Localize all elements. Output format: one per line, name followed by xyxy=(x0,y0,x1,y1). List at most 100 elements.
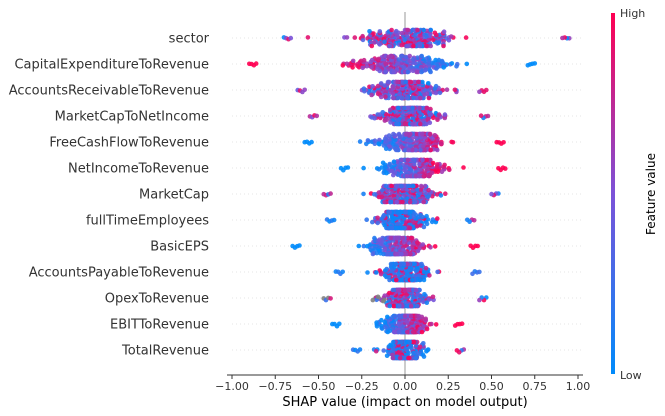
shap-point xyxy=(383,146,389,151)
shap-point xyxy=(288,35,294,41)
shap-point xyxy=(361,191,366,197)
shap-point xyxy=(447,167,452,173)
shap-point xyxy=(379,194,384,200)
shap-point xyxy=(465,217,470,223)
feature-label: FreeCashFlowToRevenue xyxy=(49,136,209,151)
shap-point xyxy=(424,213,429,219)
shap-point xyxy=(340,63,346,68)
shap-point xyxy=(375,215,380,221)
shap-point xyxy=(379,216,384,222)
shap-point xyxy=(434,192,440,197)
shap-point xyxy=(391,159,397,164)
shap-point xyxy=(390,95,396,101)
shap-point xyxy=(452,87,458,93)
shap-point xyxy=(391,131,396,137)
shap-point xyxy=(399,30,405,36)
shap-point xyxy=(418,183,424,189)
colorbar-gradient xyxy=(611,13,615,374)
shap-point xyxy=(399,339,404,345)
shap-point xyxy=(401,329,406,335)
shap-point xyxy=(405,235,411,241)
shap-point xyxy=(399,79,405,85)
shap-point xyxy=(425,347,431,352)
shap-point xyxy=(417,173,422,179)
shap-point xyxy=(386,54,391,60)
shap-point xyxy=(374,250,380,256)
shap-point xyxy=(417,287,422,293)
shap-point xyxy=(400,95,406,101)
shap-point xyxy=(419,69,424,75)
shap-point xyxy=(442,162,447,168)
shap-point xyxy=(371,31,376,36)
shap-point xyxy=(404,173,410,179)
shap-point xyxy=(419,53,425,59)
shap-point xyxy=(370,219,375,225)
shap-point xyxy=(391,69,397,75)
shap-point xyxy=(426,95,432,101)
shap-point xyxy=(372,138,378,143)
shap-point xyxy=(402,313,408,319)
shap-point xyxy=(410,105,415,111)
shap-point xyxy=(377,29,383,34)
shap-point xyxy=(396,131,402,137)
shap-point xyxy=(382,199,387,205)
shap-point xyxy=(429,321,434,327)
shap-point xyxy=(410,121,415,127)
shap-point xyxy=(411,225,417,231)
feature-label: fullTimeEmployees xyxy=(86,214,209,229)
shap-point xyxy=(428,112,434,117)
shap-point xyxy=(443,191,448,196)
shap-point xyxy=(390,355,396,361)
shap-point xyxy=(394,199,400,205)
shap-point xyxy=(428,147,434,153)
shap-point xyxy=(403,54,409,60)
shap-point xyxy=(417,121,423,127)
shap-point xyxy=(350,65,355,70)
shap-point xyxy=(378,271,384,277)
shap-point xyxy=(444,87,450,92)
shap-point xyxy=(403,251,409,257)
shap-point xyxy=(410,147,415,153)
shap-point xyxy=(410,68,416,74)
shap-point xyxy=(435,162,440,167)
shap-point xyxy=(427,120,433,125)
shap-point xyxy=(436,40,442,46)
shap-point xyxy=(331,217,337,223)
shap-point xyxy=(428,27,434,33)
shap-point xyxy=(421,299,426,305)
shap-point xyxy=(408,303,414,309)
shap-point xyxy=(411,43,416,49)
shap-point xyxy=(433,322,439,327)
shap-point xyxy=(387,209,393,215)
shap-point xyxy=(383,112,389,117)
shap-point xyxy=(394,225,400,231)
x-tick-label: −1.00 xyxy=(215,380,249,393)
shap-point xyxy=(399,53,405,59)
shap-point xyxy=(420,242,426,247)
shap-point xyxy=(431,37,436,42)
feature-label: OpexToRevenue xyxy=(105,292,209,307)
shap-point xyxy=(387,277,392,283)
shap-point xyxy=(388,120,393,125)
shap-point xyxy=(381,348,387,353)
shap-point xyxy=(387,303,393,309)
shap-point xyxy=(430,160,436,166)
shap-point xyxy=(397,287,402,293)
feature-label: TotalRevenue xyxy=(121,344,209,359)
shap-point xyxy=(441,65,447,70)
shap-point xyxy=(435,147,440,153)
shap-point xyxy=(383,94,388,99)
shap-point xyxy=(408,313,414,319)
shap-point xyxy=(429,170,435,176)
shap-point xyxy=(421,354,427,359)
shap-point xyxy=(388,342,393,348)
shap-point xyxy=(414,224,420,229)
shap-point xyxy=(418,147,423,153)
shap-point xyxy=(406,147,411,153)
shap-point xyxy=(370,84,375,89)
shap-point xyxy=(382,319,388,325)
shap-point xyxy=(397,313,402,319)
shap-point xyxy=(369,57,375,63)
shap-point xyxy=(419,329,425,335)
shap-point xyxy=(365,243,370,249)
